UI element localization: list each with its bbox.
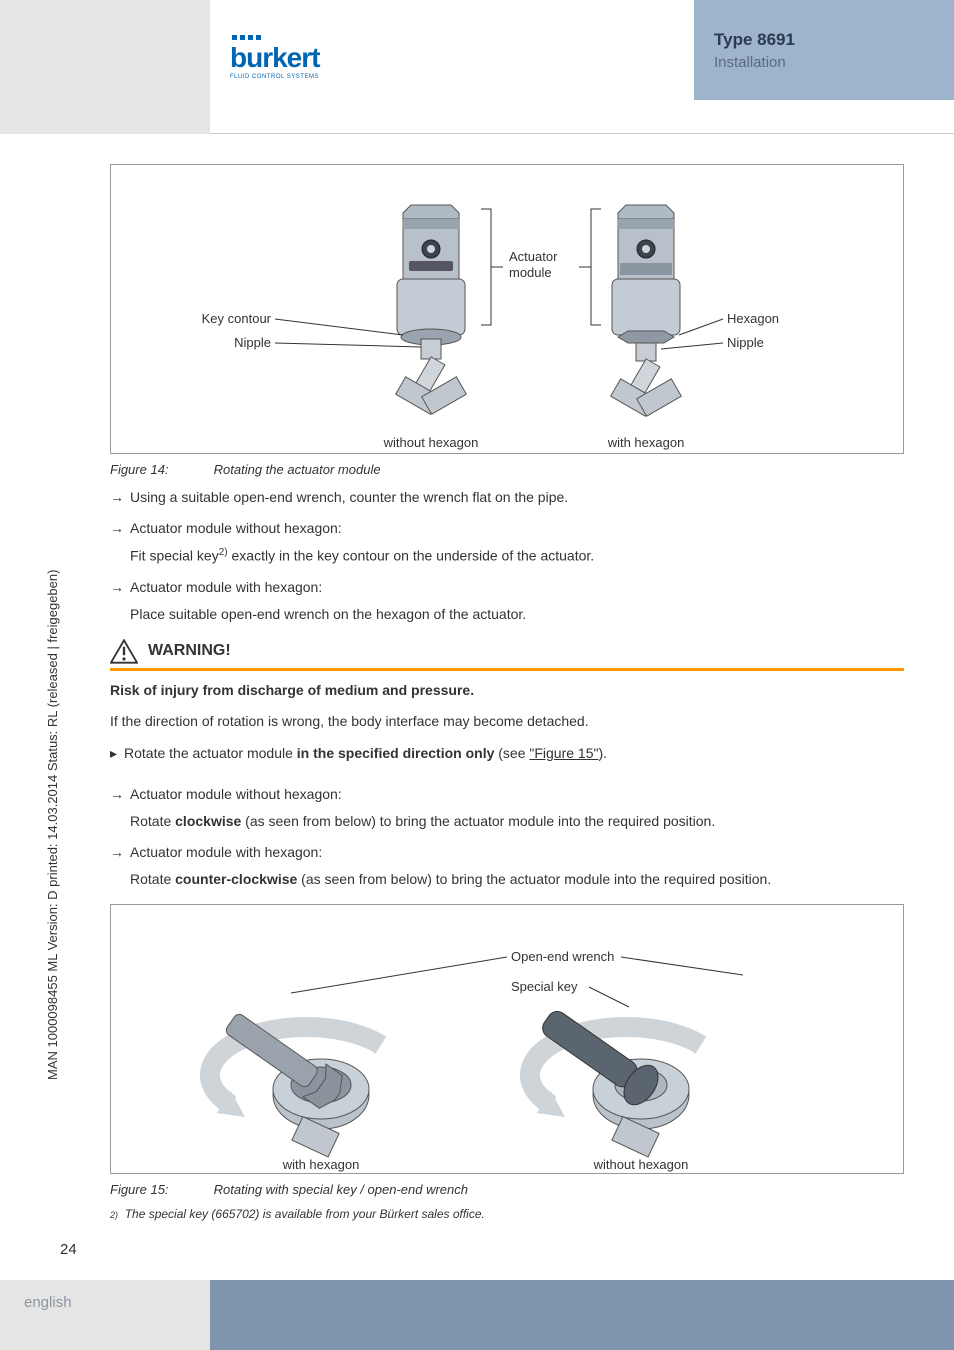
step-2-head: →Actuator module without hexagon: <box>110 518 904 539</box>
top-spacer <box>0 0 210 100</box>
warning-rule <box>110 668 904 671</box>
warning-risk: Risk of injury from discharge of medium … <box>110 679 904 703</box>
type-label: Type 8691 <box>714 30 934 50</box>
page-number: 24 <box>60 1241 77 1258</box>
figure-15-link[interactable]: "Figure 15" <box>529 745 598 761</box>
step-3-body: Place suitable open-end wrench on the he… <box>130 604 904 625</box>
logo: burkert FLUID CONTROL SYSTEMS <box>230 35 319 100</box>
warning-icon <box>110 639 138 664</box>
main-content: Actuator module <box>0 134 954 1241</box>
fig14-text: Rotating the actuator module <box>214 462 381 477</box>
section-label: Installation <box>714 54 934 71</box>
svg-text:Nipple: Nipple <box>234 335 271 350</box>
warning-title: WARNING! <box>148 642 231 660</box>
language-label: english <box>24 1294 72 1311</box>
post-2-body: Rotate counter-clockwise (as seen from b… <box>130 869 904 890</box>
bottom-bar: english <box>0 1280 954 1350</box>
step-1: →Using a suitable open-end wrench, count… <box>110 487 904 508</box>
footnote: 2) The special key (665702) is available… <box>110 1207 904 1221</box>
svg-text:Hexagon: Hexagon <box>727 311 779 326</box>
mid-band <box>0 100 954 134</box>
svg-text:Special key: Special key <box>511 979 578 994</box>
logo-dots <box>232 35 319 40</box>
figure-15-svg: Open-end wrench Special key with hexagon… <box>131 935 871 1175</box>
svg-text:Open-end wrench: Open-end wrench <box>511 949 614 964</box>
bottom-left: english <box>0 1280 210 1350</box>
post-2-head: →Actuator module with hexagon: <box>110 842 904 863</box>
svg-text:with hexagon: with hexagon <box>607 435 685 450</box>
header-right: Type 8691 Installation <box>694 0 954 100</box>
figure-15-box: Open-end wrench Special key with hexagon… <box>110 904 904 1174</box>
side-meta-text: MAN 1000098455 ML Version: D printed: 14… <box>45 570 60 1080</box>
step-3-head: →Actuator module with hexagon: <box>110 577 904 598</box>
fig15-label: Figure 15: <box>110 1182 210 1197</box>
top-bar: burkert FLUID CONTROL SYSTEMS Type 8691 … <box>0 0 954 100</box>
post-1-head: →Actuator module without hexagon: <box>110 784 904 805</box>
figure-15-caption: Figure 15: Rotating with special key / o… <box>110 1182 904 1197</box>
svg-text:without hexagon: without hexagon <box>593 1157 689 1172</box>
fig14-label: Figure 14: <box>110 462 210 477</box>
svg-text:Key contour: Key contour <box>202 311 272 326</box>
post-1-body: Rotate clockwise (as seen from below) to… <box>130 811 904 832</box>
step-2-body: Fit special key2) exactly in the key con… <box>130 545 904 567</box>
warning-line1: If the direction of rotation is wrong, t… <box>110 710 904 734</box>
figure-14-svg: Actuator module <box>131 195 871 455</box>
figure-14-box: Actuator module <box>110 164 904 454</box>
svg-text:Actuator: Actuator <box>509 249 558 264</box>
logo-subtext: FLUID CONTROL SYSTEMS <box>230 74 319 80</box>
svg-text:module: module <box>509 265 552 280</box>
figure-14-caption: Figure 14: Rotating the actuator module <box>110 462 904 477</box>
warning-body: Risk of injury from discharge of medium … <box>110 679 904 766</box>
svg-text:Nipple: Nipple <box>727 335 764 350</box>
fig15-text: Rotating with special key / open-end wre… <box>214 1182 468 1197</box>
warning-rotate: ▸Rotate the actuator module in the speci… <box>110 742 904 766</box>
logo-text: burkert <box>230 42 319 74</box>
svg-text:without hexagon: without hexagon <box>383 435 479 450</box>
svg-text:with hexagon: with hexagon <box>282 1157 360 1172</box>
bottom-right <box>210 1280 954 1350</box>
logo-area: burkert FLUID CONTROL SYSTEMS <box>210 0 694 100</box>
warning-header: WARNING! <box>110 639 904 664</box>
